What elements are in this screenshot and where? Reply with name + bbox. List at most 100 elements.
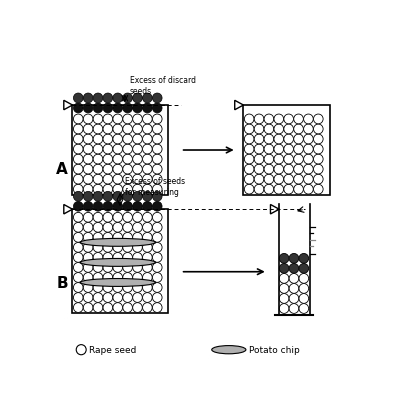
Ellipse shape	[80, 279, 156, 287]
Bar	[72, 210, 168, 314]
Circle shape	[113, 185, 123, 195]
Circle shape	[133, 145, 142, 155]
Circle shape	[113, 283, 123, 293]
Circle shape	[113, 192, 123, 202]
Circle shape	[73, 263, 83, 273]
Circle shape	[314, 155, 323, 164]
Circle shape	[93, 125, 103, 135]
Bar	[243, 106, 330, 196]
Circle shape	[152, 192, 162, 202]
Circle shape	[103, 165, 113, 175]
Circle shape	[294, 185, 304, 195]
Circle shape	[123, 243, 132, 253]
Circle shape	[304, 175, 313, 184]
Circle shape	[123, 115, 132, 124]
Circle shape	[152, 283, 162, 293]
Circle shape	[294, 175, 304, 184]
Circle shape	[152, 213, 162, 222]
Circle shape	[73, 115, 83, 124]
Circle shape	[152, 165, 162, 175]
Circle shape	[103, 155, 113, 164]
Circle shape	[152, 293, 162, 303]
Circle shape	[73, 213, 83, 222]
Circle shape	[123, 303, 132, 312]
Circle shape	[123, 263, 132, 273]
Circle shape	[123, 223, 132, 233]
Circle shape	[264, 135, 274, 144]
Circle shape	[294, 125, 304, 135]
Circle shape	[93, 94, 103, 103]
Circle shape	[143, 293, 152, 303]
Circle shape	[294, 135, 304, 144]
Circle shape	[73, 283, 83, 293]
Circle shape	[73, 125, 83, 135]
Circle shape	[274, 115, 284, 124]
Circle shape	[254, 115, 264, 124]
Circle shape	[304, 145, 313, 155]
Circle shape	[83, 253, 93, 263]
Ellipse shape	[80, 239, 156, 247]
Circle shape	[113, 303, 123, 312]
Circle shape	[152, 94, 162, 103]
Circle shape	[123, 145, 132, 155]
Circle shape	[93, 145, 103, 155]
Circle shape	[123, 125, 132, 135]
Circle shape	[143, 155, 152, 164]
Circle shape	[264, 115, 274, 124]
Circle shape	[152, 155, 162, 164]
Circle shape	[93, 175, 103, 184]
Circle shape	[103, 243, 113, 253]
Circle shape	[103, 115, 113, 124]
Circle shape	[93, 185, 103, 195]
Circle shape	[123, 192, 132, 202]
Circle shape	[73, 135, 83, 144]
Circle shape	[152, 273, 162, 283]
Circle shape	[289, 284, 299, 294]
Circle shape	[143, 202, 152, 212]
Circle shape	[83, 303, 93, 312]
Circle shape	[103, 213, 113, 222]
Circle shape	[244, 115, 254, 124]
Circle shape	[103, 233, 113, 243]
Circle shape	[113, 155, 123, 164]
Circle shape	[113, 233, 123, 243]
Circle shape	[289, 294, 299, 303]
Circle shape	[133, 115, 142, 124]
Circle shape	[143, 185, 152, 195]
Circle shape	[314, 125, 323, 135]
Circle shape	[284, 175, 294, 184]
Circle shape	[73, 273, 83, 283]
Circle shape	[294, 115, 304, 124]
Circle shape	[299, 304, 309, 314]
Circle shape	[93, 155, 103, 164]
Circle shape	[113, 213, 123, 222]
Circle shape	[83, 192, 93, 202]
Circle shape	[123, 104, 132, 114]
Circle shape	[254, 165, 264, 175]
Circle shape	[83, 293, 93, 303]
Circle shape	[244, 185, 254, 195]
Circle shape	[264, 175, 274, 184]
Circle shape	[93, 115, 103, 124]
Circle shape	[133, 213, 142, 222]
Circle shape	[152, 303, 162, 312]
Circle shape	[274, 165, 284, 175]
Circle shape	[244, 145, 254, 155]
Circle shape	[123, 155, 132, 164]
Circle shape	[103, 273, 113, 283]
Circle shape	[284, 165, 294, 175]
Circle shape	[133, 253, 142, 263]
Circle shape	[289, 304, 299, 314]
Circle shape	[83, 185, 93, 195]
Circle shape	[143, 175, 152, 184]
Circle shape	[83, 233, 93, 243]
Circle shape	[93, 104, 103, 114]
Circle shape	[289, 274, 299, 283]
Circle shape	[83, 94, 93, 103]
Circle shape	[93, 293, 103, 303]
Circle shape	[123, 213, 132, 222]
Circle shape	[133, 175, 142, 184]
Circle shape	[123, 273, 132, 283]
Circle shape	[274, 125, 284, 135]
Circle shape	[73, 185, 83, 195]
